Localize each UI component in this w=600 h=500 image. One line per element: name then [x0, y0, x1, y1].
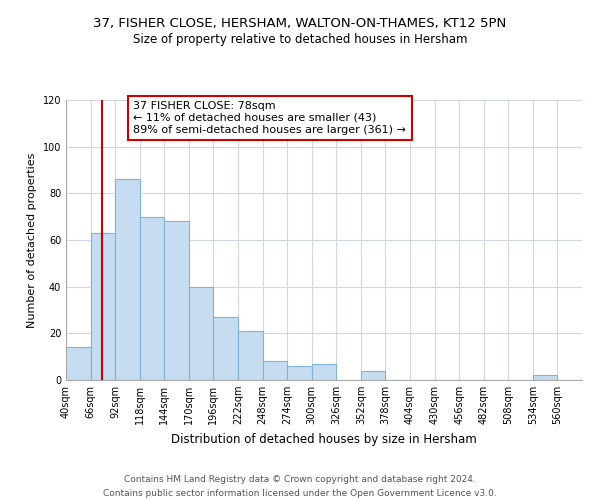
Text: 37 FISHER CLOSE: 78sqm
← 11% of detached houses are smaller (43)
89% of semi-det: 37 FISHER CLOSE: 78sqm ← 11% of detached… — [133, 102, 406, 134]
X-axis label: Distribution of detached houses by size in Hersham: Distribution of detached houses by size … — [171, 432, 477, 446]
Bar — [66, 348, 91, 380]
Bar — [115, 180, 140, 380]
Bar — [312, 364, 336, 380]
Bar — [361, 370, 385, 380]
Bar — [263, 362, 287, 380]
Bar — [189, 286, 214, 380]
Bar — [91, 233, 115, 380]
Text: Contains HM Land Registry data © Crown copyright and database right 2024.
Contai: Contains HM Land Registry data © Crown c… — [103, 476, 497, 498]
Bar — [164, 222, 189, 380]
Y-axis label: Number of detached properties: Number of detached properties — [27, 152, 37, 328]
Bar — [533, 376, 557, 380]
Bar — [140, 216, 164, 380]
Bar — [238, 331, 263, 380]
Text: Size of property relative to detached houses in Hersham: Size of property relative to detached ho… — [133, 32, 467, 46]
Text: 37, FISHER CLOSE, HERSHAM, WALTON-ON-THAMES, KT12 5PN: 37, FISHER CLOSE, HERSHAM, WALTON-ON-THA… — [94, 18, 506, 30]
Bar — [287, 366, 312, 380]
Bar — [214, 317, 238, 380]
